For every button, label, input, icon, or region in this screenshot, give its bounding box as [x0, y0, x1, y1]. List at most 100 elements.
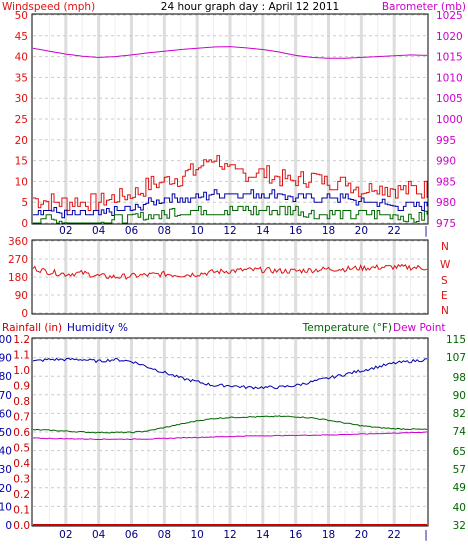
temperature-y-tick: 40 [453, 502, 466, 514]
humidity-y-tick: 50 [0, 427, 12, 439]
rain-y-tick: 0.3 [13, 474, 30, 486]
barometer-line [32, 46, 428, 59]
barometer-axis-label: Barometer (mb) [382, 1, 466, 13]
windspeed-gust-line [33, 155, 428, 211]
rain-y-tick: 0.8 [13, 396, 30, 408]
dewpoint-axis-label: Dew Point [393, 322, 446, 334]
hour-x-tick-p3: 20 [355, 529, 368, 541]
hour-x-tick-p1: 22 [387, 225, 400, 237]
rain-y-tick: 0.7 [13, 412, 30, 424]
hour-x-tick-p1: 02 [59, 225, 72, 237]
windspeed-axis-label: Windspeed (mph) [2, 1, 95, 13]
hour-x-tick-p1: 10 [190, 225, 203, 237]
direction-y-tick: 180 [8, 272, 28, 284]
hour-x-tick-p1: 18 [322, 225, 335, 237]
hour-x-tick-p3: 06 [125, 529, 139, 541]
wind-y-tick: 0 [21, 218, 28, 230]
humidity-y-tick: 90 [0, 353, 12, 365]
rain-y-tick: 0.2 [13, 489, 30, 501]
baro-y-tick: 1025 [436, 10, 463, 22]
wind-y-tick: 10 [15, 176, 28, 188]
humidity-y-tick: 20 [0, 483, 12, 495]
hour-x-tick-p1: 04 [92, 225, 106, 237]
humidity-y-tick: 0 [5, 520, 12, 532]
baro-y-tick: 975 [436, 218, 456, 230]
hour-x-tick-p1: 08 [158, 225, 171, 237]
hour-x-tick-p3: 12 [223, 529, 236, 541]
baro-y-tick: 985 [436, 176, 456, 188]
hour-x-tick-p3: 16 [289, 529, 303, 541]
rain-y-tick: 1.1 [13, 350, 30, 362]
hour-x-tick-p3: 14 [256, 529, 270, 541]
temperature-y-tick: 107 [446, 352, 466, 364]
humidity-y-tick: 70 [0, 390, 12, 402]
humidity-y-tick: 10 [0, 501, 12, 513]
temperature-y-tick: 82 [453, 408, 466, 420]
wind-y-tick: 20 [15, 135, 28, 147]
hour-x-tick-end-p3: | [424, 529, 428, 541]
hour-x-tick-p1: 06 [125, 225, 139, 237]
wind-y-tick: 50 [15, 10, 28, 22]
baro-y-tick: 995 [436, 135, 456, 147]
hour-x-tick-end-p1: | [424, 225, 428, 237]
baro-y-tick: 1010 [436, 72, 463, 84]
dir-letter-n-top: N [441, 241, 449, 253]
wind-direction-line [32, 263, 428, 281]
wind-y-tick: 35 [15, 72, 28, 84]
wind-y-tick: 30 [15, 93, 28, 105]
hour-x-tick-p3: 10 [190, 529, 203, 541]
wind-y-tick: 5 [21, 197, 28, 209]
humidity-axis-label: Humidity % [67, 322, 128, 334]
axis-layer: 0510152025303540455097598098599099510001… [0, 10, 466, 541]
hour-x-tick-p3: 08 [158, 529, 171, 541]
dir-letter-w: W [440, 259, 451, 271]
rain-y-tick: 0.9 [13, 381, 30, 393]
baro-y-tick: 1000 [436, 114, 463, 126]
humidity-y-tick: 100 [0, 334, 12, 346]
rain-y-tick: 1.2 [13, 334, 30, 346]
rain-y-tick: 0.5 [13, 443, 30, 455]
series-layer [32, 46, 428, 526]
humidity-y-tick: 60 [0, 408, 12, 420]
direction-y-tick: 360 [8, 236, 28, 248]
rain-y-tick: 0.1 [13, 505, 30, 517]
humidity-y-tick: 30 [0, 464, 12, 476]
hour-x-tick-p3: 18 [322, 529, 335, 541]
wind-y-tick: 45 [15, 31, 28, 43]
hour-x-tick-p1: 20 [355, 225, 368, 237]
windspeed-lull-line [33, 205, 428, 224]
chart-title: 24 hour graph day : April 12 2011 [161, 1, 339, 13]
dir-letter-n-bottom: N [441, 305, 449, 317]
temperature-y-tick: 98 [453, 372, 466, 384]
rain-y-tick: 0.4 [13, 458, 30, 470]
temperature-y-tick: 74 [453, 426, 467, 438]
baro-y-tick: 980 [436, 197, 456, 209]
hour-x-tick-p1: 12 [223, 225, 236, 237]
wind-y-tick: 25 [15, 114, 28, 126]
temperature-line [32, 415, 428, 434]
baro-y-tick: 1020 [436, 31, 463, 43]
rainfall-axis-label: Rainfall (in) [2, 322, 62, 334]
humidity-line [32, 357, 428, 390]
dir-letter-s: S [441, 275, 448, 287]
temperature-y-tick: 65 [453, 446, 466, 458]
direction-y-tick: 90 [15, 290, 28, 302]
direction-y-tick: 270 [8, 254, 28, 266]
humidity-y-tick: 40 [0, 446, 12, 458]
hour-x-tick-p3: 22 [387, 529, 400, 541]
baro-y-tick: 990 [436, 156, 456, 168]
hour-x-tick-p1: 16 [289, 225, 303, 237]
hour-x-tick-p1: 14 [256, 225, 270, 237]
temperature-y-tick: 32 [453, 520, 466, 532]
wind-y-tick: 40 [15, 52, 28, 64]
wind-y-tick: 15 [15, 156, 28, 168]
rain-y-tick: 0.0 [13, 520, 30, 532]
hour-x-tick-p3: 04 [92, 529, 106, 541]
direction-y-tick: 0 [21, 308, 28, 320]
baro-y-tick: 1015 [436, 52, 463, 64]
temperature-y-tick: 49 [453, 482, 466, 494]
dewpoint-line [32, 431, 428, 441]
baro-y-tick: 1005 [436, 93, 463, 105]
temperature-y-tick: 57 [453, 464, 466, 476]
